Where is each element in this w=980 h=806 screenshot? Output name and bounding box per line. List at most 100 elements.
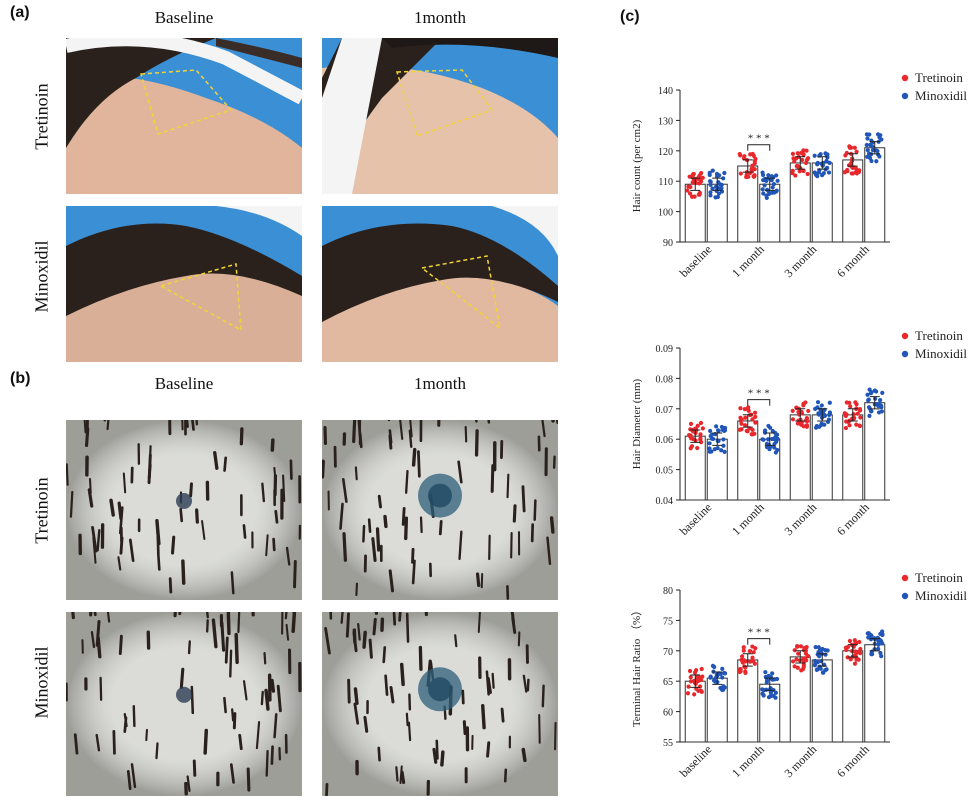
panel-b-row-minoxidil: Minoxidil [31, 646, 52, 719]
point-tretinoin [740, 654, 745, 659]
error-bar [712, 432, 723, 446]
error-bar [795, 408, 806, 422]
point-tretinoin [698, 688, 704, 693]
point-minoxidil [827, 410, 833, 415]
x-tick-label: 1 month [729, 500, 767, 538]
y-tick-label: 65 [663, 677, 673, 688]
y-tick-label: 0.07 [656, 405, 674, 416]
point-tretinoin [751, 650, 756, 655]
point-minoxidil [815, 660, 820, 665]
error-bar [712, 177, 723, 191]
point-minoxidil [824, 158, 829, 164]
point-minoxidil [865, 392, 870, 397]
point-tretinoin [694, 668, 699, 673]
point-minoxidil [708, 675, 713, 680]
point-tretinoin [748, 152, 753, 157]
point-tretinoin [790, 151, 796, 157]
point-tretinoin [690, 436, 696, 442]
panel-a-row-minoxidil: Minoxidil [31, 240, 52, 313]
point-tretinoin [686, 684, 691, 689]
point-minoxidil [880, 632, 885, 637]
point-minoxidil [764, 178, 769, 184]
point-minoxidil [775, 178, 780, 183]
y-axis-label: Hair Diameter (mm) [631, 378, 643, 469]
point-tretinoin [854, 422, 859, 427]
point-minoxidil [867, 152, 872, 157]
point-minoxidil [880, 641, 885, 646]
point-tretinoin [688, 421, 694, 426]
point-minoxidil [720, 675, 725, 680]
x-tick-label: 6 month [834, 742, 872, 780]
point-minoxidil [879, 654, 884, 659]
point-minoxidil [760, 687, 765, 692]
dermoscopy-b-minoxidil-1month [322, 612, 558, 796]
point-minoxidil [865, 136, 870, 141]
chart-hair-diameter: 0.04 0.05 0.06 0.07 0.08 0.09 Hair Diameter (m… [620, 328, 972, 558]
point-tretinoin [695, 445, 700, 451]
point-tretinoin [857, 408, 863, 413]
point-minoxidil [868, 409, 874, 414]
point-minoxidil [760, 187, 765, 192]
error-bar [764, 177, 775, 191]
point-minoxidil [722, 428, 727, 434]
point-minoxidil [766, 423, 771, 429]
legend-marker-tretinoin [901, 74, 909, 82]
point-tretinoin [800, 657, 805, 662]
point-minoxidil [773, 695, 778, 700]
error-bar [795, 156, 806, 170]
point-tretinoin [737, 667, 742, 672]
point-tretinoin [738, 171, 743, 176]
point-tretinoin [753, 420, 758, 425]
point-minoxidil [877, 154, 882, 159]
panel-b-col-baseline: Baseline [154, 374, 214, 393]
point-minoxidil [875, 148, 880, 154]
point-minoxidil [711, 436, 716, 442]
point-minoxidil [710, 186, 715, 191]
point-tretinoin [692, 692, 697, 697]
point-minoxidil [813, 406, 818, 411]
point-tretinoin [690, 180, 695, 185]
point-tretinoin [794, 657, 799, 662]
point-tretinoin [806, 408, 811, 414]
dermoscopy-b-minoxidil-baseline [66, 612, 302, 796]
point-minoxidil [722, 170, 727, 176]
point-tretinoin [790, 659, 796, 664]
point-minoxidil [707, 449, 713, 454]
bar-minoxidil-3 [864, 644, 886, 743]
point-minoxidil [876, 646, 881, 651]
point-tretinoin [742, 407, 747, 412]
point-minoxidil [766, 695, 772, 700]
point-tretinoin [792, 648, 797, 653]
point-minoxidil [720, 666, 725, 671]
point-tretinoin [847, 145, 852, 150]
point-tretinoin [686, 184, 691, 189]
legend-marker-minoxidil [901, 350, 909, 358]
point-tretinoin [685, 691, 691, 696]
point-minoxidil [719, 182, 724, 187]
point-minoxidil [707, 441, 712, 446]
y-tick-label: 140 [658, 86, 673, 97]
point-minoxidil [710, 168, 715, 173]
point-tretinoin [750, 417, 755, 422]
significance-bracket [747, 399, 771, 406]
point-minoxidil [865, 154, 870, 159]
point-tretinoin [795, 644, 800, 649]
chart-hair-count: 90 100 110 120 130 140 Hair count (per cm2) bas… [620, 70, 972, 300]
error-bar [795, 650, 806, 664]
y-tick-label: 120 [658, 147, 673, 158]
point-tretinoin [857, 639, 862, 645]
point-minoxidil [721, 437, 726, 442]
point-minoxidil [823, 648, 828, 653]
y-tick-label: 60 [663, 708, 673, 719]
point-minoxidil [865, 631, 870, 636]
point-minoxidil [820, 173, 825, 178]
y-tick-label: 0.05 [656, 466, 674, 477]
point-minoxidil [719, 186, 724, 191]
panel-b-row-tretinoin: Tretinoin [31, 477, 52, 544]
point-tretinoin [743, 423, 748, 428]
point-tretinoin [697, 192, 702, 197]
point-tretinoin [792, 159, 797, 164]
point-minoxidil [880, 390, 885, 395]
photo-a-tretinoin-1month [322, 38, 558, 194]
point-minoxidil [767, 447, 772, 452]
